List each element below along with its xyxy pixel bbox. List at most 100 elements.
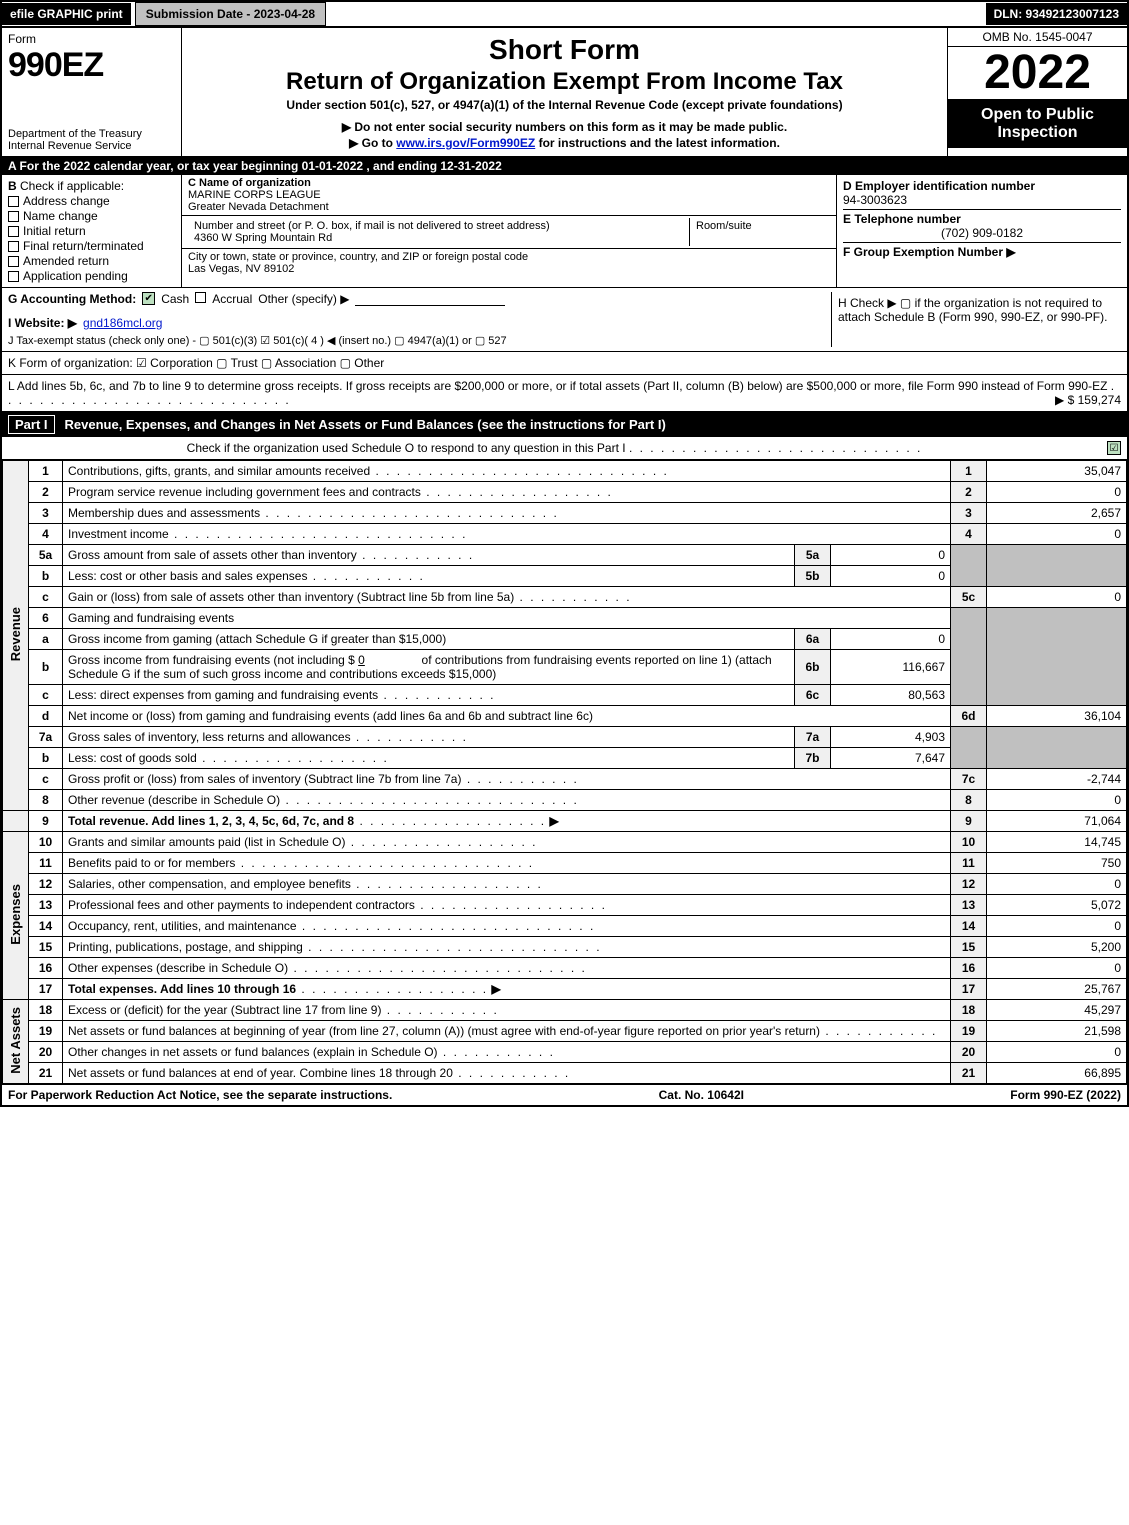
l12-d: Salaries, other compensation, and employ… [63, 874, 951, 895]
l3-r: 3 [951, 503, 987, 524]
l6d-n: d [29, 706, 63, 727]
form-header: Form 990EZ Department of the Treasury In… [2, 28, 1127, 157]
footer-left: For Paperwork Reduction Act Notice, see … [8, 1088, 392, 1102]
topbar: efile GRAPHIC print Submission Date - 20… [2, 2, 1127, 28]
street-value: 4360 W Spring Mountain Rd [194, 232, 332, 244]
l21-d: Net assets or fund balances at end of ye… [63, 1063, 951, 1084]
l13-d: Professional fees and other payments to … [63, 895, 951, 916]
chk-final-lbl: Final return/terminated [23, 239, 144, 253]
l14-n: 14 [29, 916, 63, 937]
part1-check[interactable]: ☑ [1107, 441, 1121, 455]
city-value: Las Vegas, NV 89102 [188, 263, 294, 275]
row-i: I Website: ▶ gnd186mcl.org [8, 316, 831, 330]
side-revenue: Revenue [3, 461, 29, 811]
short-form-title: Short Form [489, 34, 640, 66]
l5ab-grey [951, 545, 987, 587]
cash-lbl: Cash [161, 292, 189, 306]
omb-number: OMB No. 1545-0047 [948, 28, 1127, 47]
phone-value: (702) 909-0182 [843, 226, 1121, 240]
l17-v: 25,767 [987, 979, 1127, 1000]
chk-amended[interactable] [8, 256, 19, 267]
chk-initial[interactable] [8, 226, 19, 237]
l21-r: 21 [951, 1063, 987, 1084]
l14-d: Occupancy, rent, utilities, and maintena… [63, 916, 951, 937]
org-name2: Greater Nevada Detachment [188, 201, 329, 213]
chk-address[interactable] [8, 196, 19, 207]
l15-n: 15 [29, 937, 63, 958]
footer-right: Form 990-EZ (2022) [1010, 1088, 1121, 1102]
chk-cash[interactable]: ✔ [142, 292, 155, 305]
l6d-r: 6d [951, 706, 987, 727]
l5a-b: 5a [795, 545, 831, 566]
l-text: L Add lines 5b, 6c, and 7b to line 9 to … [8, 379, 1107, 393]
footer: For Paperwork Reduction Act Notice, see … [2, 1084, 1127, 1105]
city-label: City or town, state or province, country… [188, 251, 528, 263]
l6b-amt: 0 [358, 653, 365, 667]
goto-post: for instructions and the latest informat… [535, 136, 780, 150]
l11-n: 11 [29, 853, 63, 874]
l3-v: 2,657 [987, 503, 1127, 524]
l21-n: 21 [29, 1063, 63, 1084]
l6b-b: 6b [795, 650, 831, 685]
l7a-bv: 4,903 [831, 727, 951, 748]
l12-r: 12 [951, 874, 987, 895]
l16-n: 16 [29, 958, 63, 979]
row-g: G Accounting Method: ✔Cash Accrual Other… [8, 292, 831, 306]
l17-n: 17 [29, 979, 63, 1000]
l5ab-grey2 [987, 545, 1127, 587]
chk-initial-lbl: Initial return [23, 224, 86, 238]
l10-r: 10 [951, 832, 987, 853]
l14-v: 0 [987, 916, 1127, 937]
row-j: J Tax-exempt status (check only one) - ▢… [8, 334, 831, 347]
l18-v: 45,297 [987, 1000, 1127, 1021]
form-990ez-page: efile GRAPHIC print Submission Date - 20… [0, 0, 1129, 1107]
l20-n: 20 [29, 1042, 63, 1063]
chk-name[interactable] [8, 211, 19, 222]
footer-mid: Cat. No. 10642I [659, 1088, 744, 1102]
chk-pending[interactable] [8, 271, 19, 282]
l20-d: Other changes in net assets or fund bala… [63, 1042, 951, 1063]
l11-v: 750 [987, 853, 1127, 874]
other-specify-input[interactable] [355, 292, 505, 306]
rows-ghij: G Accounting Method: ✔Cash Accrual Other… [2, 288, 1127, 352]
l5c-n: c [29, 587, 63, 608]
l16-d: Other expenses (describe in Schedule O) [63, 958, 951, 979]
l7a-n: 7a [29, 727, 63, 748]
l1-v: 35,047 [987, 461, 1127, 482]
l10-n: 10 [29, 832, 63, 853]
l7b-b: 7b [795, 748, 831, 769]
chk-name-lbl: Name change [23, 209, 98, 223]
part1-label: Part I [8, 415, 55, 434]
efile-label[interactable]: efile GRAPHIC print [2, 3, 131, 25]
form-number: 990EZ [8, 46, 175, 85]
l12-v: 0 [987, 874, 1127, 895]
l14-r: 14 [951, 916, 987, 937]
l5a-n: 5a [29, 545, 63, 566]
l9-v: 71,064 [987, 811, 1127, 832]
chk-accrual[interactable] [195, 292, 206, 303]
l6c-b: 6c [795, 685, 831, 706]
l7b-d: Less: cost of goods sold [63, 748, 795, 769]
side-netassets: Net Assets [3, 1000, 29, 1084]
l9-n: 9 [29, 811, 63, 832]
part1-sub: Check if the organization used Schedule … [2, 437, 1127, 460]
irs-link[interactable]: www.irs.gov/Form990EZ [396, 136, 535, 150]
l18-n: 18 [29, 1000, 63, 1021]
chk-amended-lbl: Amended return [23, 254, 109, 268]
l6c-n: c [29, 685, 63, 706]
l6d-d: Net income or (loss) from gaming and fun… [63, 706, 951, 727]
l8-n: 8 [29, 790, 63, 811]
b-text: Check if applicable: [20, 179, 124, 193]
l6b-n: b [29, 650, 63, 685]
street-label: Number and street (or P. O. box, if mail… [194, 220, 550, 232]
other-lbl: Other (specify) ▶ [258, 292, 349, 306]
l9-r: 9 [951, 811, 987, 832]
website-link[interactable]: gnd186mcl.org [83, 316, 162, 330]
l15-r: 15 [951, 937, 987, 958]
chk-final[interactable] [8, 241, 19, 252]
l5b-n: b [29, 566, 63, 587]
l8-d: Other revenue (describe in Schedule O) [63, 790, 951, 811]
header-right: OMB No. 1545-0047 2022 Open to Public In… [947, 28, 1127, 156]
l7a-b: 7a [795, 727, 831, 748]
l19-n: 19 [29, 1021, 63, 1042]
